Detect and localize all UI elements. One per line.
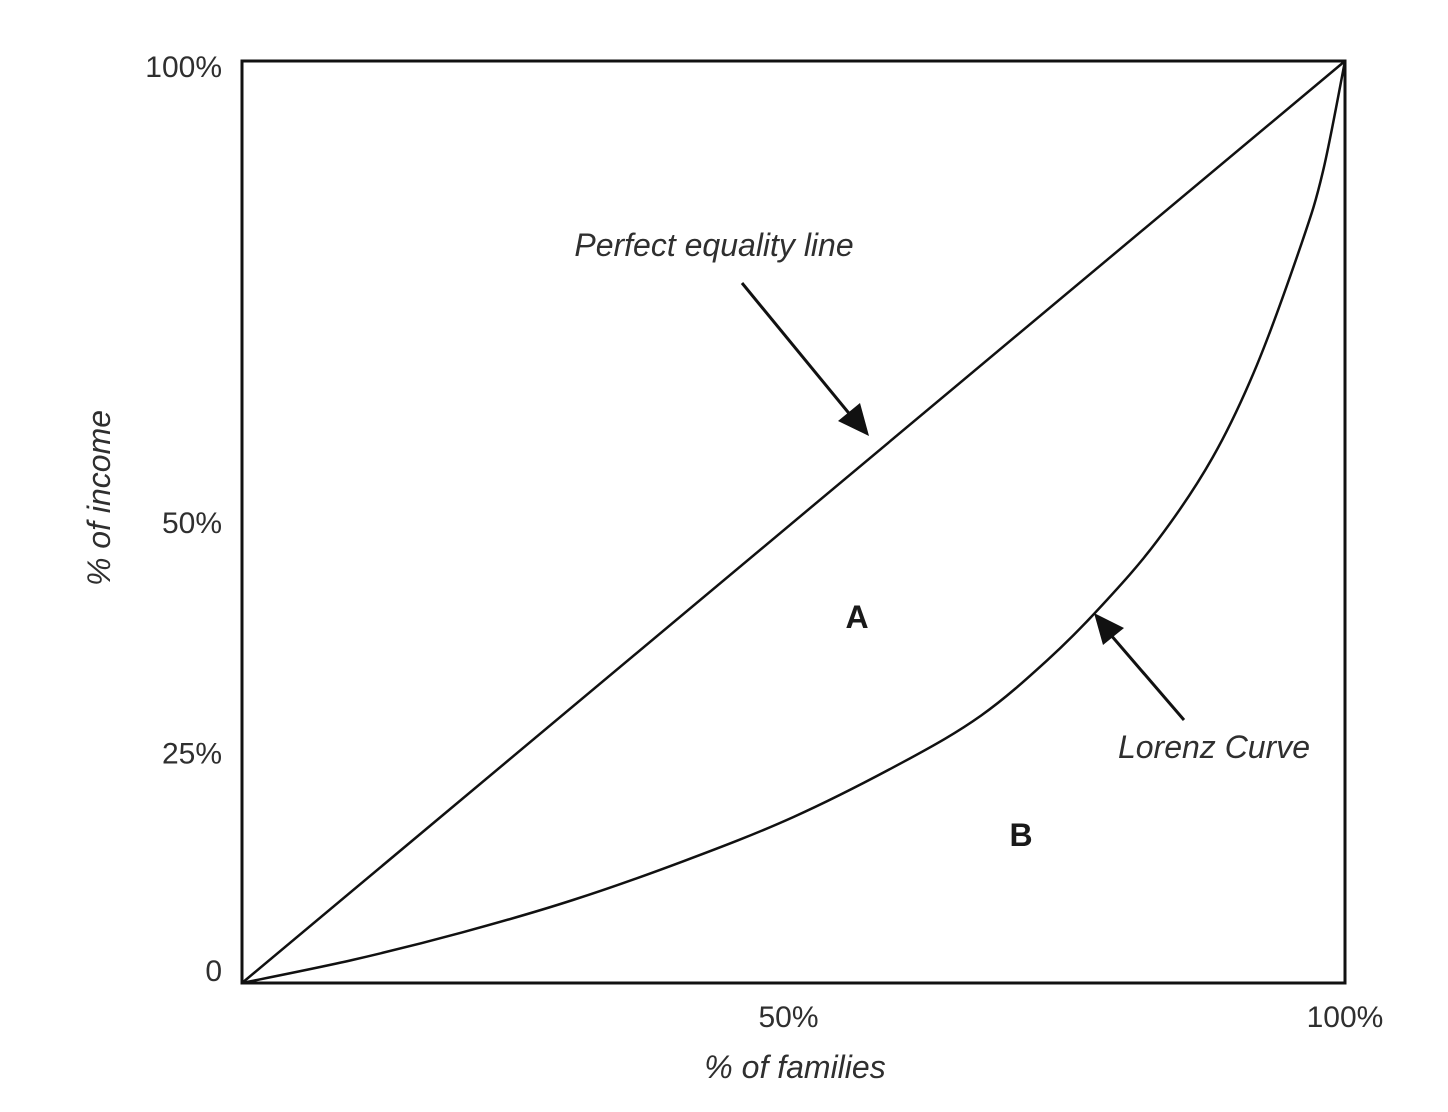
y-tick-label: 0 bbox=[205, 955, 222, 988]
x-axis-title: % of families bbox=[704, 1049, 885, 1085]
x-tick-labels: 50% 100% bbox=[758, 1001, 1383, 1034]
plot-frame bbox=[240, 59, 1347, 985]
x-tick-label: 50% bbox=[758, 1001, 818, 1034]
y-axis-title: % of income bbox=[81, 410, 117, 586]
x-tick-label: 100% bbox=[1307, 1001, 1384, 1034]
y-tick-label: 50% bbox=[162, 507, 222, 540]
equality-line-arrow bbox=[740, 282, 869, 436]
equality-line-annotation: Perfect equality line bbox=[574, 227, 853, 263]
y-tick-labels: 0 25% 50% 100% bbox=[145, 51, 222, 988]
lorenz-curve-annotation: Lorenz Curve bbox=[1118, 729, 1310, 765]
lorenz-curve-arrow bbox=[1094, 613, 1186, 721]
y-tick-label: 100% bbox=[145, 51, 222, 84]
series-layer bbox=[241, 60, 1347, 985]
lorenz-curve-line bbox=[241, 60, 1347, 985]
region-b-label: B bbox=[1009, 817, 1032, 853]
region-a-label: A bbox=[845, 599, 868, 635]
y-tick-label: 25% bbox=[162, 738, 222, 771]
perfect-equality-line bbox=[241, 60, 1346, 984]
